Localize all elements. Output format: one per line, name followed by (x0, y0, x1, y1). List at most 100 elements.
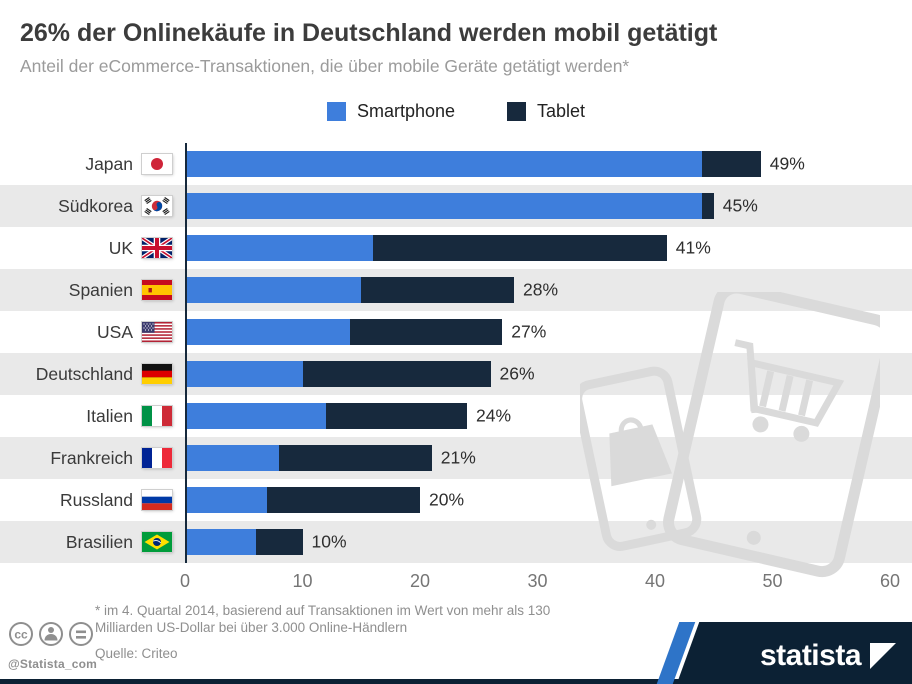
table-row: Russland 20% (0, 479, 912, 521)
table-row: Südkorea 45% (0, 185, 912, 227)
row-head: Spanien (0, 269, 185, 311)
flag-spain-icon (142, 280, 172, 300)
flag-south-korea-icon (142, 196, 172, 216)
smartphone-bar (185, 193, 702, 219)
row-head: UK (0, 227, 185, 269)
table-row: UK 41% (0, 227, 912, 269)
flag-usa-icon (142, 322, 172, 342)
country-label: UK (108, 237, 133, 258)
total-label: 28% (523, 279, 559, 300)
table-row: Frankreich 21% (0, 437, 912, 479)
statista-logo-icon (870, 643, 896, 669)
total-label: 24% (476, 405, 512, 426)
x-axis-tick: 0 (179, 571, 191, 591)
page-subtitle: Anteil der eCommerce-Transaktionen, die … (20, 56, 630, 76)
row-head: Russland (0, 479, 185, 521)
bar-area: 45% (185, 185, 890, 227)
total-label: 20% (428, 489, 465, 510)
table-row: Spanien 28% (0, 269, 912, 311)
bar-area: 28% (185, 269, 890, 311)
flag-france-icon (142, 448, 172, 468)
country-label: Japan (85, 153, 133, 174)
legend-item-smartphone: Smartphone (326, 100, 455, 122)
cc-license-icons: cc (9, 622, 93, 646)
table-row: Deutschland 26% (0, 353, 912, 395)
table-row: USA 27% (0, 311, 912, 353)
row-head: Italien (0, 395, 185, 437)
row-head: Südkorea (0, 185, 185, 227)
svg-text:cc: cc (14, 628, 28, 642)
flag-germany-icon (142, 364, 172, 384)
tablet-bar (255, 529, 303, 555)
country-label: Russland (60, 489, 133, 510)
smartphone-bar (185, 445, 279, 471)
row-head: USA (0, 311, 185, 353)
row-head: Frankreich (0, 437, 185, 479)
tablet-bar (267, 487, 420, 513)
bar-chart: Japan 49% Südkorea 45% UK 41% Spanien 28% USA 27%… (0, 143, 912, 599)
footnote: * im 4. Quartal 2014, basierend auf Tran… (95, 602, 912, 662)
total-label: 10% (311, 531, 347, 552)
source-label: Quelle: Criteo (95, 646, 178, 661)
bar-area: 27% (185, 311, 890, 353)
smartphone-bar (185, 277, 362, 303)
smartphone-bar (185, 235, 373, 261)
flag-japan-icon (142, 154, 172, 174)
flag-brazil-icon (142, 532, 172, 552)
tablet-bar (279, 445, 432, 471)
footnote-line-1: * im 4. Quartal 2014, basierend auf Tran… (95, 603, 551, 618)
x-axis-tick: 40 (644, 571, 666, 591)
page-title: 26% der Onlinekäufe in Deutschland werde… (20, 19, 718, 47)
smartphone-bar (185, 151, 702, 177)
bar-area: 41% (185, 227, 890, 269)
table-row: Italien 24% (0, 395, 912, 437)
tablet-bar (302, 361, 491, 387)
x-axis-tick: 60 (879, 571, 901, 591)
legend-item-tablet: Tablet (507, 101, 585, 122)
country-label: Frankreich (50, 447, 133, 468)
tablet-bar (702, 193, 714, 219)
x-axis: 0 10 20 30 40 50 60 (180, 563, 900, 599)
x-axis-tick: 30 (527, 571, 548, 591)
tablet-swatch-icon (507, 101, 526, 121)
smartphone-bar (185, 403, 326, 429)
country-label: USA (97, 321, 133, 342)
total-label: 27% (511, 321, 547, 342)
bottom-bar (0, 679, 912, 684)
smartphone-bar (185, 529, 256, 555)
tablet-bar (361, 277, 514, 303)
x-axis-tick: 10 (292, 571, 313, 591)
bar-area: 49% (185, 143, 890, 185)
bar-area: 26% (185, 353, 890, 395)
total-label: 41% (675, 237, 711, 258)
row-head: Brasilien (0, 521, 185, 563)
x-axis-tick: 20 (409, 571, 431, 591)
x-axis-tick: 50 (762, 571, 783, 591)
tablet-bar (349, 319, 503, 345)
legend-label-smartphone: Smartphone (356, 100, 455, 121)
flag-italy-icon (142, 406, 172, 426)
country-label: Deutschland (35, 363, 133, 384)
tablet-bar (702, 151, 761, 177)
total-label: 45% (722, 195, 758, 216)
total-label: 21% (440, 447, 476, 468)
row-head: Japan (0, 143, 185, 185)
total-label: 26% (499, 363, 535, 384)
legend-label-tablet: Tablet (537, 100, 586, 121)
bar-area: 21% (185, 437, 890, 479)
bar-area: 20% (185, 479, 890, 521)
y-axis-line (185, 143, 187, 563)
table-row: Japan 49% (0, 143, 912, 185)
flag-russia-icon (142, 490, 172, 510)
smartphone-swatch-icon (326, 101, 346, 121)
country-label: Italien (86, 405, 133, 426)
smartphone-bar (185, 361, 303, 387)
statista-logo: statista (760, 641, 896, 671)
legend: Smartphone Tablet (0, 99, 912, 123)
chart-rows: Japan 49% Südkorea 45% UK 41% Spanien 28% USA 27%… (0, 143, 912, 563)
bar-area: 24% (185, 395, 890, 437)
smartphone-bar (185, 319, 350, 345)
row-head: Deutschland (0, 353, 185, 395)
header: 26% der Onlinekäufe in Deutschland werde… (0, 0, 912, 77)
country-label: Spanien (68, 279, 133, 300)
